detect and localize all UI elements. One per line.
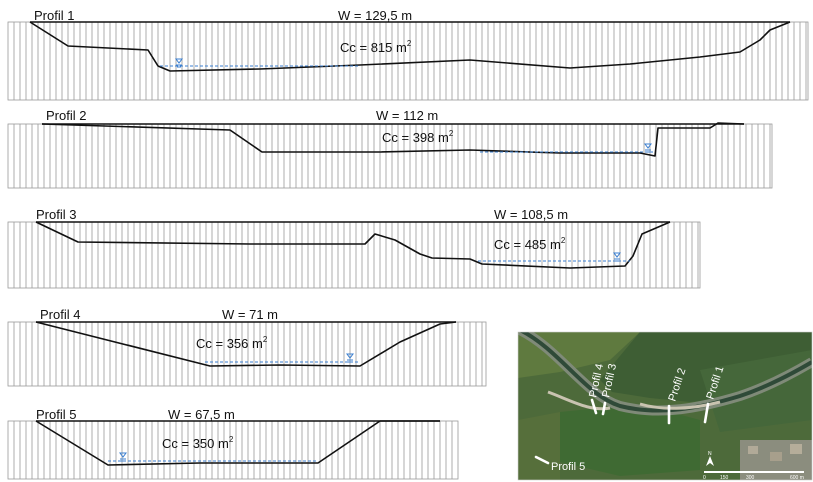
profile-4-terrain	[35, 321, 457, 367]
profile-4-water-symbol-icon	[346, 353, 354, 363]
scale-label-150: 150	[720, 475, 729, 481]
profile-3-terrain	[35, 221, 671, 269]
profile-2-terrain	[41, 122, 745, 157]
profile-5-width-label: W = 67,5 m	[168, 407, 235, 422]
profile-1-width-label: W = 129,5 m	[338, 8, 412, 23]
profile-2-area-exponent: 2	[449, 129, 454, 138]
profile-4-area-exponent: 2	[263, 335, 268, 344]
profile-2-area-label: Cc = 398 m2	[382, 129, 454, 145]
profile-1-hatching	[13, 22, 807, 100]
profile-3-area-label: Cc = 485 m2	[494, 236, 566, 252]
profile-4-width-label: W = 71 m	[222, 307, 278, 322]
profile-1-terrain	[29, 21, 791, 72]
map-building	[748, 446, 758, 454]
profile-5-area-text: Cc = 350 m	[162, 436, 229, 451]
profile-1-area-text: Cc = 815 m	[340, 40, 407, 55]
profile-4-hatching	[13, 322, 483, 386]
profile-1-area-label: Cc = 815 m2	[340, 39, 412, 55]
profile-5-area-exponent: 2	[229, 435, 234, 444]
profile-2-area-text: Cc = 398 m	[382, 130, 449, 145]
map-building-2	[770, 452, 782, 461]
profile-4-area-text: Cc = 356 m	[196, 336, 263, 351]
profile-1-area-exponent: 2	[407, 39, 412, 48]
scale-label-600: 600 m	[790, 475, 804, 481]
map-profile-1-marker	[703, 402, 710, 424]
map-profile-4-marker	[590, 398, 598, 415]
map-field-sw	[518, 412, 560, 480]
scale-label-0: 0	[703, 475, 706, 481]
profile-4-name: Profil 4	[40, 307, 80, 322]
map-scale-bar: 0 150 300 600 m	[703, 471, 804, 481]
profile-5-area-label: Cc = 350 m2	[162, 435, 234, 451]
profile-5-terrain	[35, 420, 440, 466]
profile-5-name: Profil 5	[36, 407, 76, 422]
profile-5-frame	[7, 420, 459, 480]
profile-3-hatching	[13, 222, 699, 288]
profile-2-water-symbol-icon	[644, 143, 652, 153]
map-building-3	[790, 444, 802, 454]
profile-3-width-label: W = 108,5 m	[494, 207, 568, 222]
profile-1-name: Profil 1	[34, 8, 74, 23]
profile-3-panel: Profil 3 W = 108,5 m Cc = 485 m2	[7, 207, 701, 289]
map-label-profile-5: Profil 5	[551, 461, 585, 473]
profile-5-water-symbol-icon	[119, 452, 127, 462]
profile-1-panel: Profil 1 W = 129,5 m Cc = 815 m2	[7, 8, 809, 101]
map-river	[519, 332, 812, 413]
profile-3-water-symbol-icon	[613, 252, 621, 262]
map-gravel-bar-2	[639, 400, 721, 410]
map-profile-3-marker	[601, 401, 607, 416]
scale-bar-line	[704, 471, 804, 473]
profile-4-area-label: Cc = 356 m2	[196, 335, 268, 351]
profile-2-width-label: W = 112 m	[376, 108, 438, 123]
map-imagery	[518, 332, 812, 480]
map-field-south	[560, 404, 700, 476]
north-arrow-icon: N	[706, 451, 714, 466]
profile-5-hatching	[13, 421, 453, 479]
map-profile-5-marker	[534, 455, 550, 465]
profile-2-panel: Profil 2 W = 112 m Cc = 398 m2	[7, 108, 773, 189]
map-frame	[517, 331, 813, 481]
profile-3-area-text: Cc = 485 m	[494, 237, 561, 252]
profile-3-area-exponent: 2	[561, 236, 566, 245]
profile-2-name: Profil 2	[46, 108, 86, 123]
north-label: N	[708, 451, 712, 457]
profile-1-water-symbol-icon	[175, 58, 183, 68]
scale-label-300: 300	[746, 475, 755, 481]
profile-5-panel: Profil 5 W = 67,5 m Cc = 350 m2	[7, 407, 459, 480]
location-map: Profil 4 Profil 3 Profil 2 Profil 1 Prof…	[517, 331, 813, 481]
profile-4-panel: Profil 4 W = 71 m Cc = 356 m2	[7, 307, 487, 387]
profile-2-hatching	[13, 124, 771, 188]
profile-3-name: Profil 3	[36, 207, 76, 222]
